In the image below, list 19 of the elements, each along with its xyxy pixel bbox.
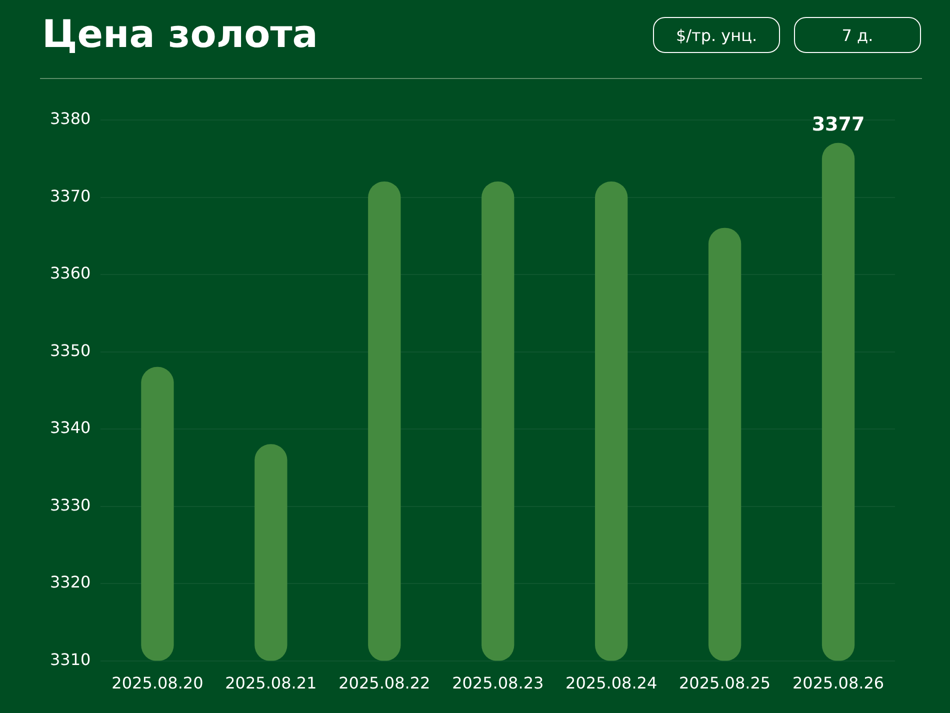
chart-title: Цена золота — [42, 12, 318, 56]
text: 7 д. — [794, 17, 921, 53]
x-tick-label: 2025.08.24 — [566, 674, 658, 693]
x-tick-label: 2025.08.21 — [225, 674, 317, 693]
x-tick-label: 2025.08.23 — [452, 674, 544, 693]
x-tick-label: 2025.08.25 — [678, 674, 771, 693]
x-tick-label: 2025.08.22 — [338, 674, 430, 693]
y-tick-label: 3310 — [50, 650, 91, 669]
text: $/тр. унц. — [653, 17, 780, 53]
data-label: 3377 — [812, 114, 865, 136]
y-tick-label: 3350 — [50, 340, 91, 360]
y-tick-label: 3330 — [50, 495, 91, 514]
y-tick-label: 3340 — [50, 418, 91, 438]
y-tick-label: 3360 — [50, 264, 91, 283]
y-tick-label: 3370 — [50, 186, 91, 206]
x-tick-label: 2025.08.20 — [112, 674, 204, 693]
x-tick-label: 2025.08.26 — [792, 674, 884, 693]
y-tick-label: 3320 — [50, 572, 91, 592]
y-tick-label: 3380 — [50, 109, 91, 128]
